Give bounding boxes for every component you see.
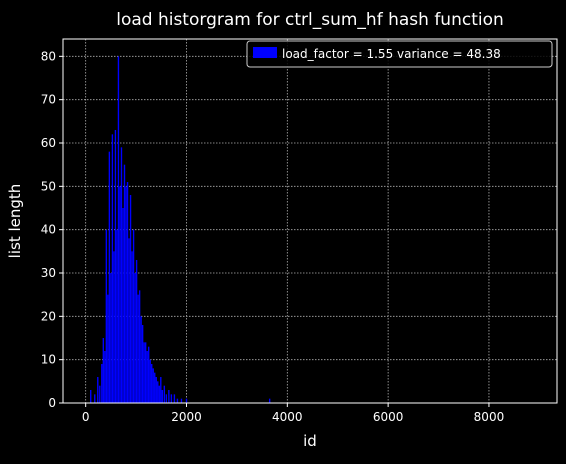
legend-label: load_factor = 1.55 variance = 48.38 — [282, 47, 501, 61]
histogram-bar — [129, 195, 132, 403]
histogram-bar — [125, 186, 127, 403]
histogram-bar — [119, 186, 121, 403]
histogram-bar — [152, 368, 154, 403]
axes-frame — [62, 38, 558, 404]
histogram-bar — [151, 364, 153, 403]
y-tick-label: 60 — [41, 136, 56, 150]
histogram-bar — [180, 398, 183, 403]
histogram-bar — [176, 398, 179, 403]
histogram-bar — [105, 229, 108, 403]
histogram-bar — [154, 372, 156, 403]
x-tick-label: 0 — [82, 410, 90, 424]
y-tick-label: 10 — [41, 353, 56, 367]
histogram-bars — [90, 56, 271, 404]
y-axis-label: list length — [6, 184, 24, 259]
histogram-bar — [141, 325, 144, 403]
y-tick-label: 70 — [41, 93, 56, 107]
histogram-bar — [173, 394, 176, 403]
histogram-bar — [147, 346, 150, 403]
histogram-bar — [135, 260, 138, 403]
histogram-bar — [90, 390, 92, 403]
histogram-bar — [97, 377, 99, 403]
x-axis-label: id — [303, 432, 317, 450]
histogram-bar — [132, 229, 135, 403]
histogram-bar — [101, 364, 103, 403]
histogram-bar — [123, 164, 126, 403]
x-tick-label: 6000 — [373, 410, 404, 424]
chart-title: load historgram for ctrl_sum_hf hash fun… — [116, 10, 504, 30]
histogram-bar — [108, 151, 111, 403]
histogram-bar — [102, 338, 105, 403]
histogram-bar — [120, 147, 123, 403]
histogram-bar — [185, 398, 188, 403]
legend-swatch — [253, 47, 277, 58]
histogram-bar — [137, 294, 139, 403]
histogram-bar — [122, 208, 124, 403]
y-tick-label: 40 — [41, 223, 56, 237]
histogram-bar — [116, 229, 118, 403]
histogram-bar — [138, 290, 141, 403]
y-tick-label: 20 — [41, 309, 56, 323]
y-tick-label: 80 — [41, 49, 56, 63]
histogram-bar — [117, 56, 120, 403]
x-tick-label: 4000 — [272, 410, 303, 424]
legend-box — [246, 40, 553, 68]
histogram-bar — [161, 390, 164, 403]
y-tick-label: 50 — [41, 179, 56, 193]
x-tick-label: 8000 — [474, 410, 505, 424]
histogram-bar — [170, 394, 173, 403]
histogram-bar — [149, 359, 151, 403]
histogram-bar — [107, 294, 109, 403]
histogram-bar — [134, 273, 136, 403]
histogram-bar — [268, 398, 271, 403]
histogram-bar — [158, 385, 160, 403]
histogram-bar — [113, 251, 115, 403]
y-tick-label: 0 — [48, 396, 56, 410]
histogram-bar — [144, 342, 147, 403]
histogram-bar — [146, 351, 148, 403]
histogram-bar — [104, 351, 106, 403]
histogram-bar — [114, 130, 117, 403]
histogram-bar — [111, 134, 114, 404]
histogram-bar — [140, 316, 142, 403]
histogram-bar — [126, 182, 129, 403]
histogram-bar — [155, 377, 157, 403]
axis-ticks: 0 2000 4000 6000 8000 0 10 20 30 40 50 60 70 80 — [41, 49, 505, 424]
histogram-bar — [168, 390, 170, 403]
histogram-bar — [143, 342, 145, 403]
histogram-bar — [160, 377, 162, 403]
legend: load_factor = 1.55 variance = 48.38 — [246, 40, 553, 68]
histogram-bar — [157, 381, 159, 403]
x-tick-label: 2000 — [171, 410, 202, 424]
histogram-bar — [110, 273, 112, 403]
histogram-bar — [163, 385, 166, 403]
histogram-bar — [165, 394, 168, 403]
histogram-bar — [131, 251, 133, 403]
histogram-bar — [128, 238, 130, 403]
y-tick-label: 30 — [41, 266, 56, 280]
histogram-bar — [94, 394, 96, 403]
histogram-bar — [99, 385, 101, 403]
